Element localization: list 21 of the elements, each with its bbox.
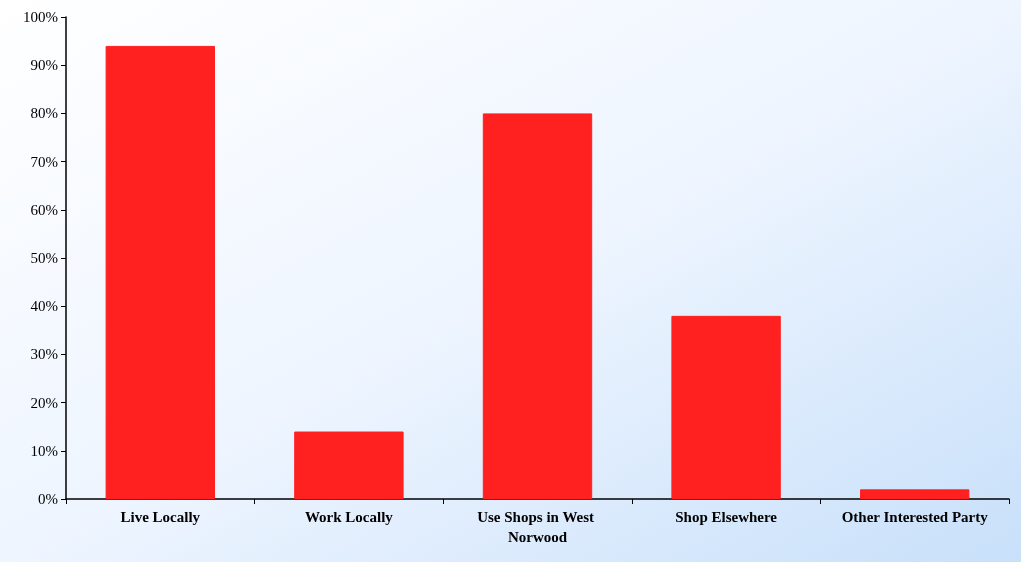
x-tick-label: Shop Elsewhere bbox=[675, 509, 778, 525]
y-tick-label: 80% bbox=[30, 105, 58, 122]
y-tick-label: 100% bbox=[23, 9, 58, 25]
y-tick-label: 70% bbox=[30, 153, 58, 170]
x-tick-label: Use Shops in West Norwood bbox=[477, 509, 598, 545]
y-tick-label: 50% bbox=[30, 250, 58, 266]
bar bbox=[105, 45, 215, 499]
y-tick-label: 20% bbox=[30, 394, 58, 411]
y-tick-label: 40% bbox=[30, 298, 58, 315]
bar bbox=[671, 315, 781, 499]
x-tick-label: Live Locally bbox=[120, 509, 201, 525]
x-tick-label: Work Locally bbox=[304, 509, 394, 525]
y-tick-label: 60% bbox=[30, 201, 58, 218]
y-tick-label: 90% bbox=[30, 57, 58, 74]
y-tick-label: 0% bbox=[38, 491, 58, 507]
bar bbox=[482, 113, 593, 499]
y-tick-label: 30% bbox=[30, 346, 58, 363]
bar bbox=[294, 431, 404, 499]
bar bbox=[860, 489, 970, 499]
x-tick-label: Other Interested Party bbox=[841, 509, 989, 525]
y-tick-label: 10% bbox=[30, 442, 58, 459]
